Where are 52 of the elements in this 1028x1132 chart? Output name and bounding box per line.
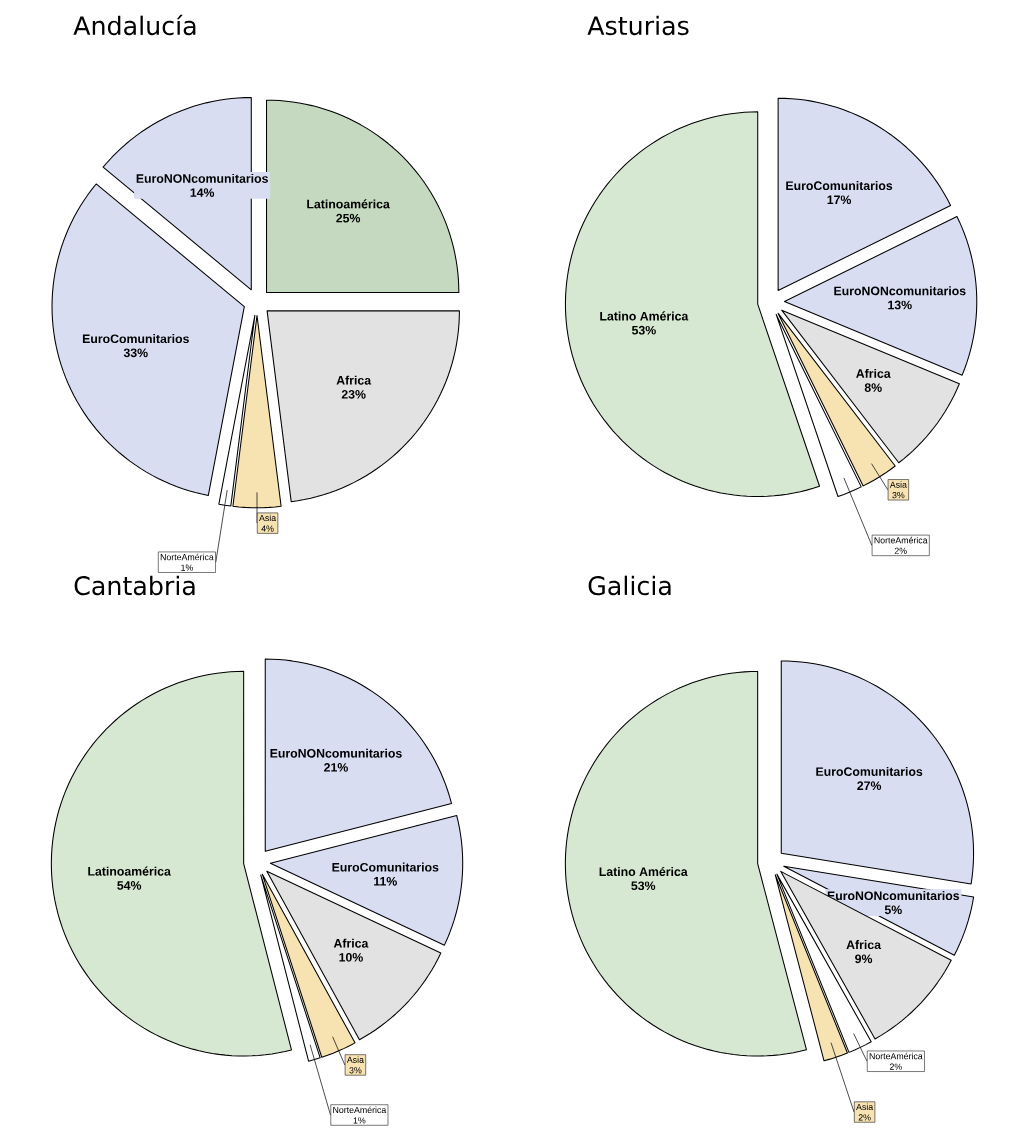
- data-label: 53%: [631, 325, 656, 335]
- slice-label: Asia: [889, 481, 907, 488]
- data-label: 21%: [324, 763, 348, 772]
- chart-title: Galicia: [588, 575, 671, 596]
- slice-label: Africa: [846, 940, 882, 950]
- slice-label: Latinoamérica: [88, 866, 171, 876]
- chart-title: Andalucía: [73, 14, 196, 36]
- data-label: 14%: [190, 188, 215, 197]
- slice-label: NorteAmérica: [160, 553, 214, 561]
- chart-title: Asturias: [587, 15, 689, 36]
- data-label: 23%: [341, 390, 366, 399]
- data-label: 2%: [889, 1063, 902, 1070]
- slice-label: EuroNONcomunitarios: [834, 286, 966, 296]
- data-label: 25%: [336, 213, 361, 223]
- slice-label: EuroComunitarios: [786, 181, 893, 191]
- slice-label: EuroComunitarios: [332, 862, 439, 872]
- slice-label: Africa: [856, 368, 891, 378]
- data-label: 3%: [892, 492, 905, 499]
- data-label: 8%: [864, 383, 882, 392]
- slice-label: NorteAmérica: [874, 536, 928, 544]
- slice-label: Africa: [336, 375, 372, 385]
- data-label: 5%: [884, 905, 902, 915]
- slice-label: Latinoamérica: [307, 199, 390, 209]
- slice-label: Latino América: [600, 311, 689, 321]
- slice-label: EuroNONcomunitarios: [136, 173, 268, 183]
- data-label: 11%: [374, 877, 397, 886]
- data-label: 1%: [353, 1117, 366, 1124]
- slice-label: Asia: [259, 514, 277, 522]
- data-label: 10%: [339, 953, 363, 962]
- data-label: 2%: [894, 547, 907, 554]
- data-label: 27%: [857, 781, 882, 790]
- slice-label: Asia: [346, 1056, 364, 1063]
- slice-label: EuroComunitarios: [816, 766, 923, 776]
- slice-label: Latino América: [599, 866, 688, 876]
- data-label: 17%: [827, 195, 852, 205]
- data-label: 4%: [261, 525, 274, 532]
- chart-title: Cantabria: [74, 575, 195, 596]
- data-label: 2%: [858, 1114, 871, 1121]
- data-label: 13%: [888, 300, 912, 310]
- data-label: 53%: [631, 881, 656, 891]
- data-label: 54%: [117, 881, 142, 890]
- slice-label: NorteAmérica: [869, 1052, 923, 1060]
- slice-label: EuroComunitarios: [82, 334, 189, 344]
- slice-label: Asia: [856, 1103, 874, 1111]
- data-label: 3%: [349, 1067, 362, 1074]
- data-label: 33%: [123, 348, 148, 358]
- slice-label: Africa: [333, 938, 369, 948]
- slice-label: NorteAmérica: [333, 1106, 387, 1114]
- slice-label: EuroNONcomunitarios: [827, 891, 960, 901]
- data-label: 9%: [855, 954, 873, 964]
- slice-label: EuroNONcomunitarios: [270, 748, 402, 758]
- data-label: 1%: [181, 564, 193, 571]
